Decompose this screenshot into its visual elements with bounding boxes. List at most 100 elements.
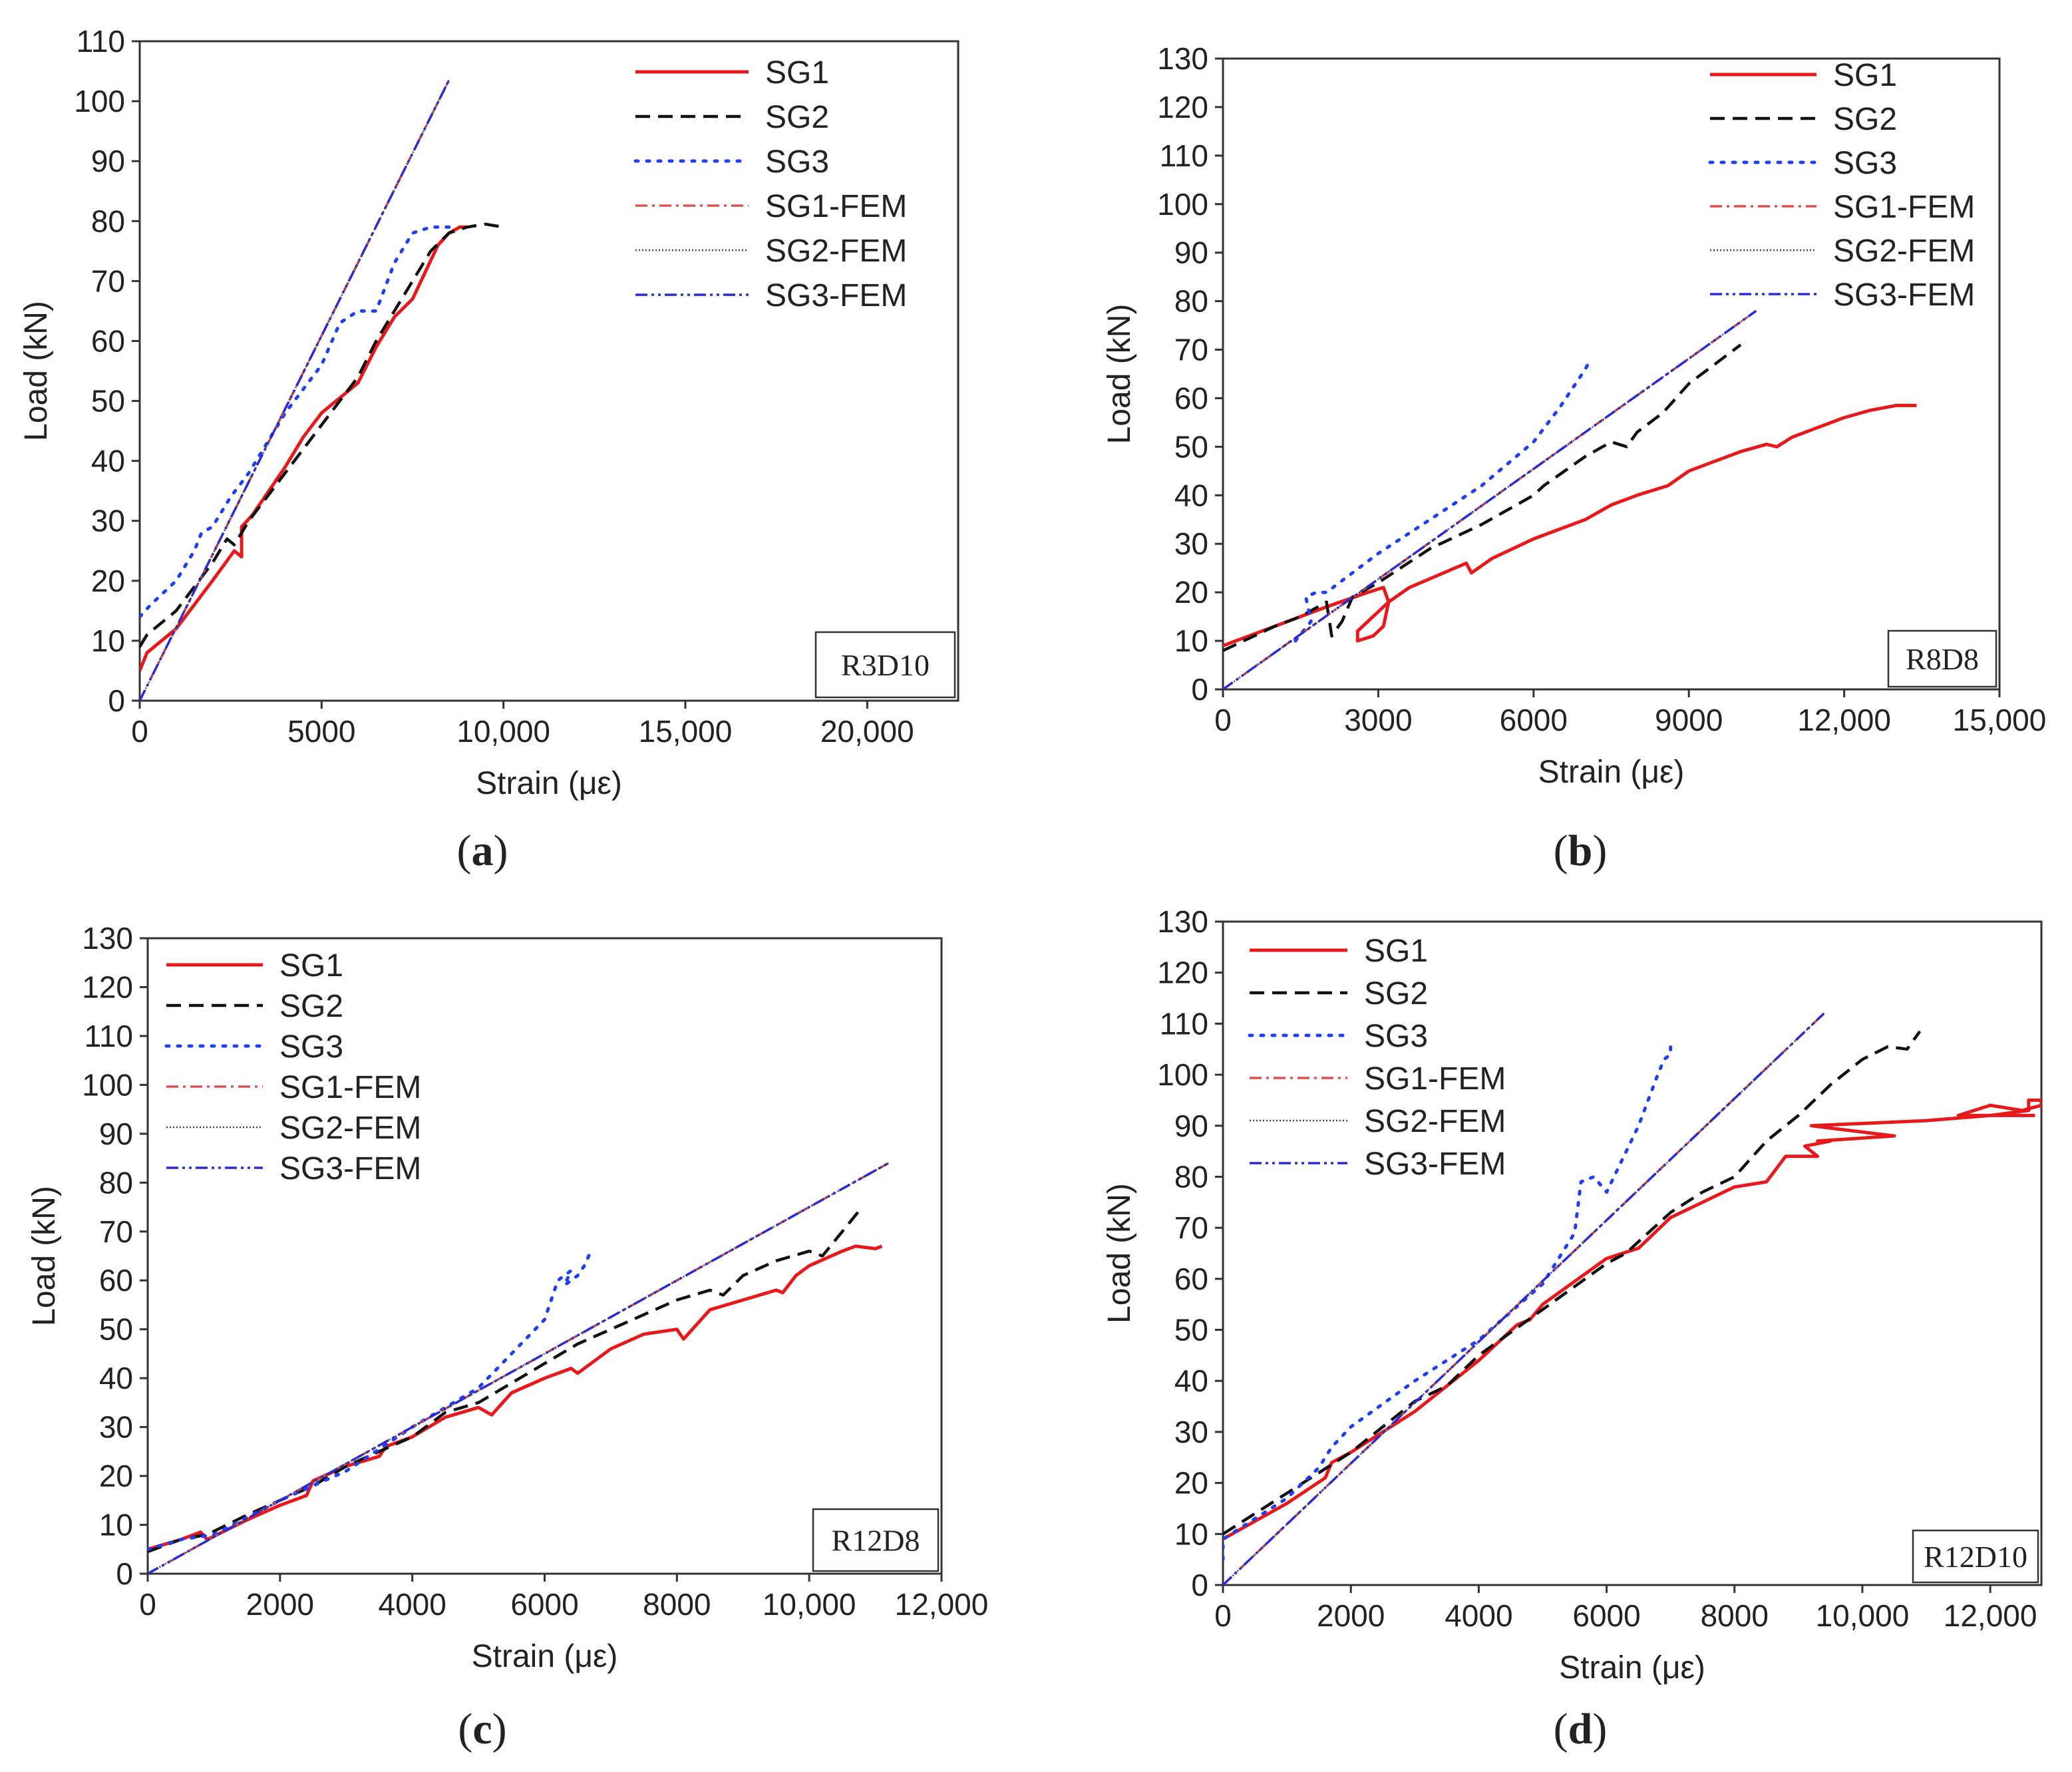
legend: SG1 SG2 SG3 SG1-FEM SG2-FEM SG3-FEM <box>1708 58 1975 313</box>
x-tick-label: 0 <box>131 714 148 749</box>
y-tick-label: 60 <box>1174 381 1208 415</box>
x-tick-label: 10,000 <box>1816 1598 1910 1633</box>
y-tick-label: 20 <box>99 1459 133 1493</box>
panel-label: (a) <box>457 826 508 875</box>
specimen-label-box <box>814 631 956 699</box>
y-tick-label: 80 <box>1174 284 1208 319</box>
y-tick-label: 120 <box>1157 956 1208 990</box>
legend-label-sg1: SG1 <box>279 948 343 983</box>
x-tick-label: 5000 <box>287 714 355 749</box>
y-tick-label: 10 <box>99 1508 133 1542</box>
y-tick-label: 80 <box>1174 1159 1208 1194</box>
x-tick-label: 20,000 <box>820 714 914 749</box>
legend: SG1 SG2 SG3 SG1-FEM SG2-FEM SG3-FEM <box>1248 934 1506 1182</box>
series-line-sg1 <box>1223 403 1917 647</box>
x-tick-label: 6000 <box>1500 703 1568 737</box>
legend-label-sg3-fem: SG3-FEM <box>279 1151 421 1186</box>
legend-label-sg1-fem: SG1-FEM <box>279 1070 421 1105</box>
panel-label: (b) <box>1554 826 1608 875</box>
y-tick-label: 20 <box>91 564 125 598</box>
x-tick-label: 3000 <box>1344 703 1412 737</box>
y-tick-label: 110 <box>1160 138 1208 173</box>
legend-label-sg2: SG2 <box>1364 976 1428 1011</box>
y-tick-label: 60 <box>99 1263 133 1298</box>
x-tick-label: 4000 <box>378 1587 446 1622</box>
x-tick-label: 12,000 <box>1944 1598 2037 1633</box>
y-tick-label: 0 <box>108 683 125 718</box>
legend-label-sg2-fem: SG2-FEM <box>1833 234 1975 269</box>
series-line-sg1 <box>148 1244 883 1551</box>
legend-label-sg1: SG1 <box>765 55 829 90</box>
y-tick-label: 100 <box>74 84 125 118</box>
y-tick-label: 70 <box>1174 333 1208 367</box>
chart-panel-d: 0 10 20 30 40 50 60 70 80 90 100 110 120 130 0 2000 4000… <box>1102 904 2043 1753</box>
x-axis-title: Strain (με) <box>476 766 622 801</box>
legend-label-sg3: SG3 <box>1833 146 1897 181</box>
y-tick-label: 90 <box>1174 1109 1208 1143</box>
chart-panel-c: 0 10 20 30 40 50 60 70 80 90 100 110 120 130 0 2000 4000… <box>27 921 988 1753</box>
y-tick-label: 110 <box>1160 1006 1208 1041</box>
y-tick-label: 130 <box>82 921 133 956</box>
y-tick-label: 100 <box>1157 187 1208 222</box>
legend-label-sg2: SG2 <box>765 100 829 135</box>
series-group <box>1223 1012 2041 1585</box>
y-tick-label: 20 <box>1174 1466 1208 1501</box>
series-line-sg2 <box>1223 1030 1922 1536</box>
y-tick-label: 100 <box>82 1067 133 1102</box>
x-tick-label: 8000 <box>643 1587 711 1622</box>
specimen-label: R12D10 <box>1924 1540 2027 1574</box>
series-line-sg1 <box>1223 1098 2041 1541</box>
series-line-sg3-fem <box>1223 1012 1825 1585</box>
specimen-label: R8D8 <box>1906 642 1979 676</box>
y-tick-label: 10 <box>1174 1516 1208 1551</box>
series-line-sg1 <box>140 225 467 671</box>
y-tick-label: 70 <box>91 264 125 298</box>
y-axis-title: Load (kN) <box>1102 304 1137 444</box>
y-tick-label: 10 <box>91 623 125 658</box>
legend-label-sg2-fem: SG2-FEM <box>279 1111 421 1146</box>
x-tick-label: 2000 <box>1317 1598 1385 1633</box>
legend-label-sg1-fem: SG1-FEM <box>1364 1061 1506 1097</box>
y-tick-label: 110 <box>85 1019 133 1053</box>
y-tick-label: 90 <box>1174 236 1208 270</box>
y-tick-label: 0 <box>1191 672 1208 707</box>
legend-label-sg3-fem: SG3-FEM <box>765 278 907 313</box>
legend-label-sg3: SG3 <box>1364 1019 1428 1054</box>
x-tick-label: 6000 <box>1572 1598 1640 1633</box>
y-tick-label: 40 <box>1174 478 1208 512</box>
specimen-label-box <box>812 1508 940 1572</box>
x-axis-title: Strain (με) <box>1559 1650 1705 1685</box>
x-tick-label: 10,000 <box>456 714 550 749</box>
legend-label-sg2: SG2 <box>279 989 343 1024</box>
y-tick-label: 100 <box>1157 1057 1208 1092</box>
y-axis-title: Load (kN) <box>1102 1183 1137 1324</box>
y-tick-label: 80 <box>99 1165 133 1200</box>
x-tick-label: 6000 <box>510 1587 578 1622</box>
x-tick-label: 8000 <box>1701 1598 1769 1633</box>
series-line-sg3-fem <box>140 79 450 701</box>
y-tick-label: 50 <box>1174 429 1208 464</box>
plot-frame <box>1222 920 2043 1586</box>
y-tick-label: 30 <box>1174 1415 1208 1449</box>
specimen-label-box <box>1912 1529 2039 1584</box>
x-tick-label: 15,000 <box>639 714 733 749</box>
y-tick-label: 90 <box>99 1117 133 1151</box>
y-tick-label: 50 <box>91 384 125 419</box>
series-line-sg2 <box>1223 343 1742 652</box>
y-tick-label: 40 <box>99 1361 133 1395</box>
y-tick-label: 80 <box>91 204 125 238</box>
x-tick-label: 0 <box>139 1587 156 1622</box>
legend: SG1 SG2 SG3 SG1-FEM SG2-FEM SG3-FEM <box>633 55 907 313</box>
x-tick-label: 12,000 <box>1797 703 1891 737</box>
plot-frame <box>1222 57 2001 691</box>
specimen-label-box <box>1887 629 1997 688</box>
x-tick-label: 0 <box>1214 703 1232 737</box>
y-tick-label: 90 <box>91 144 125 178</box>
legend-label-sg3: SG3 <box>279 1029 343 1065</box>
y-tick-label: 60 <box>91 323 125 358</box>
legend-label-sg2-fem: SG2-FEM <box>1364 1104 1506 1139</box>
legend-label-sg1-fem: SG1-FEM <box>765 189 907 224</box>
plot-frame <box>138 40 959 702</box>
y-tick-label: 50 <box>99 1312 133 1347</box>
